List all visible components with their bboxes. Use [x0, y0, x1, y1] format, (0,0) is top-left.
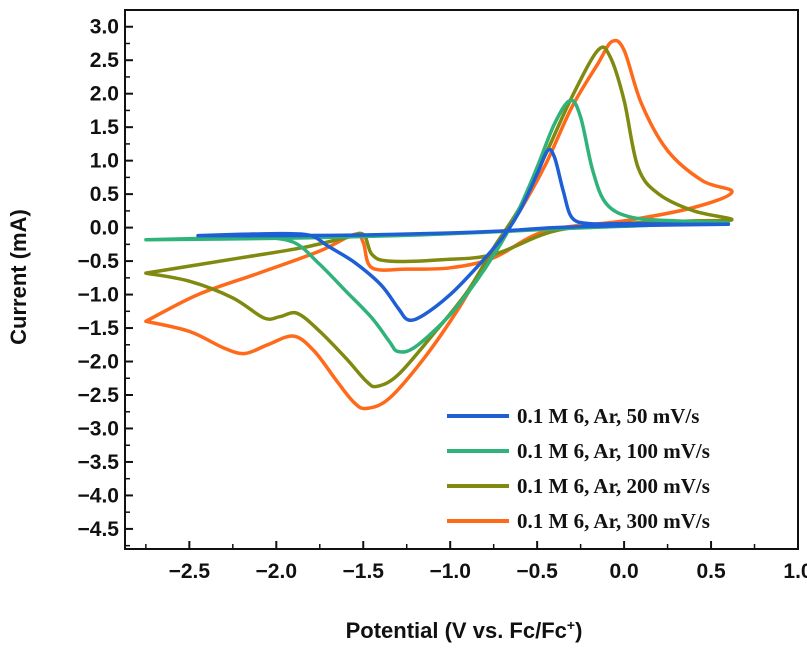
series-line-0 — [196, 147, 731, 323]
series-line-2 — [144, 45, 734, 389]
legend-label-2: 0.1 M 6, Ar, 200 mV/s — [517, 474, 710, 498]
y-tick-label: 1.0 — [90, 150, 119, 173]
y-tick-label: −1.0 — [78, 284, 119, 307]
x-axis-title: Potential (V vs. Fc/Fc+) — [346, 617, 583, 643]
y-tick-label: 0.5 — [90, 183, 120, 206]
series-line-3 — [144, 38, 734, 411]
y-tick-label: −2.5 — [78, 384, 120, 407]
x-axis-title-main: Potential (V vs. Fc/Fc — [346, 618, 567, 643]
x-tick-label: −2.5 — [169, 560, 211, 583]
x-tick-label: 1.0 — [783, 560, 807, 583]
series-layer — [144, 38, 734, 411]
y-tick-label: 2.5 — [90, 49, 120, 72]
x-tick-label: −0.5 — [516, 560, 558, 583]
x-axis-title-superscript: + — [567, 617, 575, 633]
y-tick-label: 3.0 — [90, 16, 119, 39]
x-axis-title-close: ) — [575, 618, 582, 643]
y-tick-label: 2.0 — [90, 83, 119, 106]
y-tick-label: −3.0 — [78, 417, 119, 440]
legend-label-0: 0.1 M 6, Ar, 50 mV/s — [517, 404, 699, 428]
x-tick-label: −1.5 — [343, 560, 385, 583]
legend: 0.1 M 6, Ar, 50 mV/s 0.1 M 6, Ar, 100 mV/… — [447, 404, 710, 533]
y-tick-label: −0.5 — [78, 250, 120, 273]
axes-layer: 3.0 2.5 2.0 1.5 1.0 0.5 0.0 −0.5 −1.0 −1.5 −2.0 −2.… — [78, 9, 807, 583]
x-tick-label: −1.0 — [429, 560, 470, 583]
x-tick-label: −2.0 — [256, 560, 297, 583]
y-axis-title: Current (mA) — [6, 209, 31, 345]
y-tick-label: −2.0 — [78, 351, 119, 374]
y-tick-label: −3.5 — [78, 451, 120, 474]
y-tick-label: −1.5 — [78, 317, 120, 340]
y-tick-label: 0.0 — [90, 217, 119, 240]
y-tick-label: 1.5 — [90, 116, 120, 139]
y-tick-label: −4.5 — [78, 518, 120, 541]
x-tick-label: 0.0 — [609, 560, 638, 583]
plot-frame — [124, 9, 799, 550]
x-tick-label: 0.5 — [696, 560, 726, 583]
legend-label-3: 0.1 M 6, Ar, 300 mV/s — [517, 509, 710, 533]
legend-label-1: 0.1 M 6, Ar, 100 mV/s — [517, 439, 710, 463]
y-tick-label: −4.0 — [78, 484, 119, 507]
